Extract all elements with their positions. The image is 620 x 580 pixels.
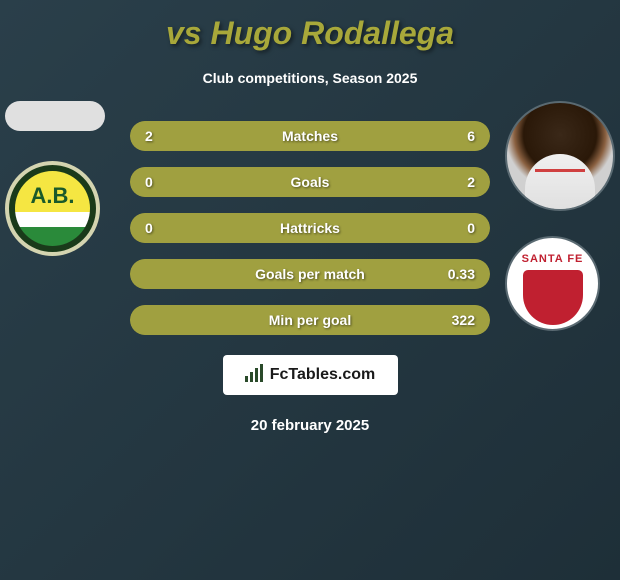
club-badge-right: SANTA FE <box>505 236 600 331</box>
stat-value-left: 0 <box>145 220 153 236</box>
stats-bars-list: 2 Matches 6 0 Goals 2 0 Hattricks 0 Goals per mat… <box>130 121 490 335</box>
player-avatar-left-placeholder <box>5 101 105 131</box>
bar-fill-left <box>130 259 148 289</box>
stat-value-right: 0 <box>467 220 475 236</box>
stat-bar: 0 Goals 2 <box>130 167 490 197</box>
stat-label: Goals per match <box>255 266 365 282</box>
club-badge-left: A.B. <box>5 161 100 256</box>
stat-value-left: 0 <box>145 174 153 190</box>
logo-text: FcTables.com <box>270 366 376 384</box>
badge-inner-left: A.B. <box>15 171 90 246</box>
stat-value-right: 0.33 <box>448 266 475 282</box>
badge-text-left: A.B. <box>31 183 75 209</box>
chart-icon <box>245 364 265 387</box>
right-side-badges: SANTA FE <box>505 101 615 331</box>
subtitle: Club competitions, Season 2025 <box>20 70 600 86</box>
stat-value-right: 6 <box>467 128 475 144</box>
page-title: vs Hugo Rodallega <box>20 15 600 52</box>
badge-text-right: SANTA FE <box>515 253 590 265</box>
stat-label: Hattricks <box>280 220 340 236</box>
stat-bar: 0 Hattricks 0 <box>130 213 490 243</box>
stat-label: Goals <box>291 174 330 190</box>
player-jersey <box>525 154 595 209</box>
stat-bar: Min per goal 322 <box>130 305 490 335</box>
date-label: 20 february 2025 <box>20 417 600 434</box>
stat-bar: 2 Matches 6 <box>130 121 490 151</box>
bar-fill-right <box>220 121 490 151</box>
stats-area: A.B. SANTA FE 2 Matches 6 0 Goals 2 0 Hattricks… <box>20 121 600 335</box>
stat-value-right: 2 <box>467 174 475 190</box>
stat-value-left: 2 <box>145 128 153 144</box>
stat-label: Min per goal <box>269 312 351 328</box>
fctables-logo[interactable]: FcTables.com <box>223 355 398 395</box>
player-avatar-right <box>505 101 615 211</box>
left-side-badges: A.B. <box>5 101 105 256</box>
stat-value-right: 322 <box>452 312 475 328</box>
bar-fill-left <box>130 121 220 151</box>
badge-shield-icon <box>523 270 583 325</box>
stat-label: Matches <box>282 128 338 144</box>
stat-bar: Goals per match 0.33 <box>130 259 490 289</box>
badge-inner-right: SANTA FE <box>515 253 590 325</box>
infographic-container: vs Hugo Rodallega Club competitions, Sea… <box>0 0 620 444</box>
